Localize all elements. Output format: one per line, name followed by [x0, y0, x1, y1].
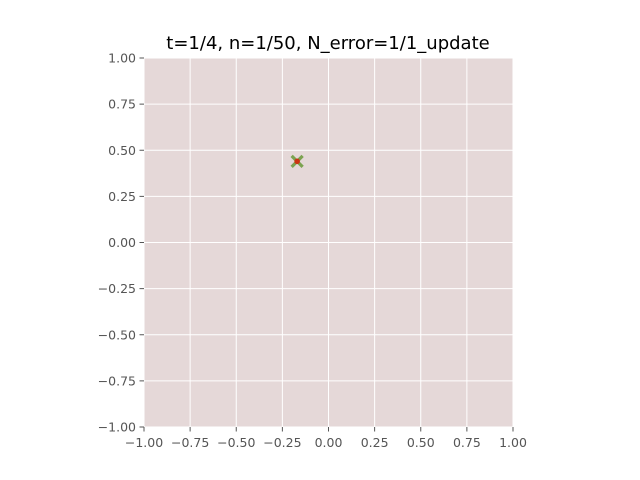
x-tick-label: −0.50 [217, 435, 255, 450]
y-tick-label: 0.00 [108, 235, 136, 250]
axes: −1.00 −0.75 −0.50 −0.25 0.00 0.25 0.50 0.75 1.00… [98, 51, 527, 451]
x-tick-label: 0.50 [407, 435, 435, 450]
data-points [290, 154, 304, 168]
x-tick-label: −1.00 [125, 435, 163, 450]
x-tick-label: −0.25 [263, 435, 301, 450]
dot-marker [294, 158, 300, 165]
x-tick-label: 1.00 [499, 435, 527, 450]
y-tick-label: −1.00 [98, 420, 136, 435]
y-tick-label: −0.50 [98, 327, 136, 342]
x-tick-label: −0.75 [171, 435, 209, 450]
x-tick-label: 0.75 [453, 435, 481, 450]
chart-title: t=1/4, n=1/50, N_error=1/1_update [166, 33, 489, 54]
y-tick-label: 1.00 [108, 51, 136, 66]
x-tick-label: 0.25 [361, 435, 389, 450]
y-tick-label: −0.75 [98, 373, 136, 388]
y-tick-label: −0.25 [98, 281, 136, 296]
x-tick-label: 0.00 [315, 435, 343, 450]
y-tick-label: 0.25 [108, 189, 136, 204]
y-tick-label: 0.75 [108, 97, 136, 112]
y-tick-label: 0.50 [108, 143, 136, 158]
